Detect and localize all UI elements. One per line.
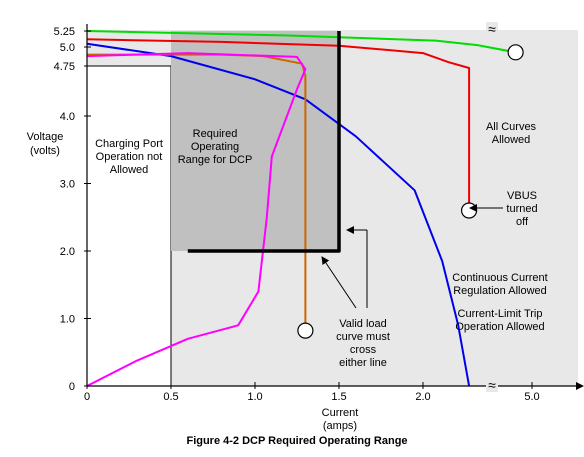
y-tick-label: 1.0: [60, 314, 75, 326]
series-line-black: [187, 31, 341, 253]
axis-break-icon: ≈: [488, 377, 496, 393]
break-gap: [486, 378, 498, 392]
plot-marks: [86, 30, 524, 387]
marker-label: off: [516, 216, 529, 228]
annotation-text: Operation Allowed: [455, 321, 544, 333]
break-gap: [486, 22, 498, 36]
y-tick-label: 0: [69, 381, 75, 393]
marker-label: VBUS: [507, 190, 537, 202]
x-tick-label: 0.5: [163, 391, 178, 403]
y-tick-label: 5.0: [60, 42, 75, 54]
figure-caption: Figure 4-2 DCP Required Operating Range: [186, 435, 407, 447]
marker-label: curve must: [336, 331, 390, 343]
endpoint-marker: [460, 202, 478, 219]
x-tick-label: 5.0: [524, 391, 539, 403]
x-tick-label: 1.5: [331, 391, 346, 403]
axis-break-marks: ≈≈: [486, 21, 498, 393]
annotation-text: Current-Limit Trip: [458, 308, 543, 320]
region-label: Operating: [191, 141, 239, 153]
region-label: Required: [193, 128, 238, 140]
annotation-text: Continuous Current: [452, 272, 547, 284]
x-tick-label: 1.0: [247, 391, 262, 403]
required-range-box: [171, 31, 339, 251]
marker-label: Valid load: [339, 318, 387, 330]
load-curve-arrow: [321, 256, 357, 309]
axis-ticks: 0 1.0 2.0 3.0 4.0 4.75 5.0 5.25 0 0.5 1.0 1.5 2.0 5.0: [54, 26, 540, 403]
annotation-text: Regulation Allowed: [453, 285, 547, 297]
region-label: Range for DCP: [178, 154, 253, 166]
x-axis-arrow: [576, 382, 584, 390]
y-tick-label: 5.25: [54, 26, 75, 38]
x-axis-label: Current: [322, 407, 359, 419]
annotation-text: All Curves: [486, 121, 537, 133]
series-line-red: [86, 38, 471, 211]
y-axis-label: Voltage: [27, 131, 64, 143]
axis-break-icon: ≈: [488, 21, 496, 37]
not-allowed-region: [86, 65, 172, 387]
marker-label: cross: [350, 344, 377, 356]
marker-label: either line: [339, 357, 387, 369]
y-tick-label: 4.75: [54, 61, 75, 73]
series-line-green: [86, 30, 516, 54]
series-line-blue: [86, 42, 471, 387]
region-label: Allowed: [110, 164, 149, 176]
region-label: Charging Port: [95, 138, 163, 150]
x-tick-label: 0: [84, 391, 90, 403]
endpoint-marker: [297, 322, 314, 339]
y-tick-label: 2.0: [60, 246, 75, 258]
y-tick-label: 4.0: [60, 111, 75, 123]
series-line-brown: [87, 53, 307, 331]
region-label: Operation not: [96, 151, 163, 163]
x-tick-label: 2.0: [415, 391, 430, 403]
y-axis-unit: (volts): [30, 145, 60, 157]
annotation-text: Allowed: [492, 134, 531, 146]
endpoint-marker: [507, 44, 524, 61]
x-axis-unit: (amps): [323, 420, 357, 432]
marker-label: turned: [506, 203, 537, 215]
y-tick-label: 3.0: [60, 179, 75, 191]
series-line-magenta: [86, 52, 307, 387]
